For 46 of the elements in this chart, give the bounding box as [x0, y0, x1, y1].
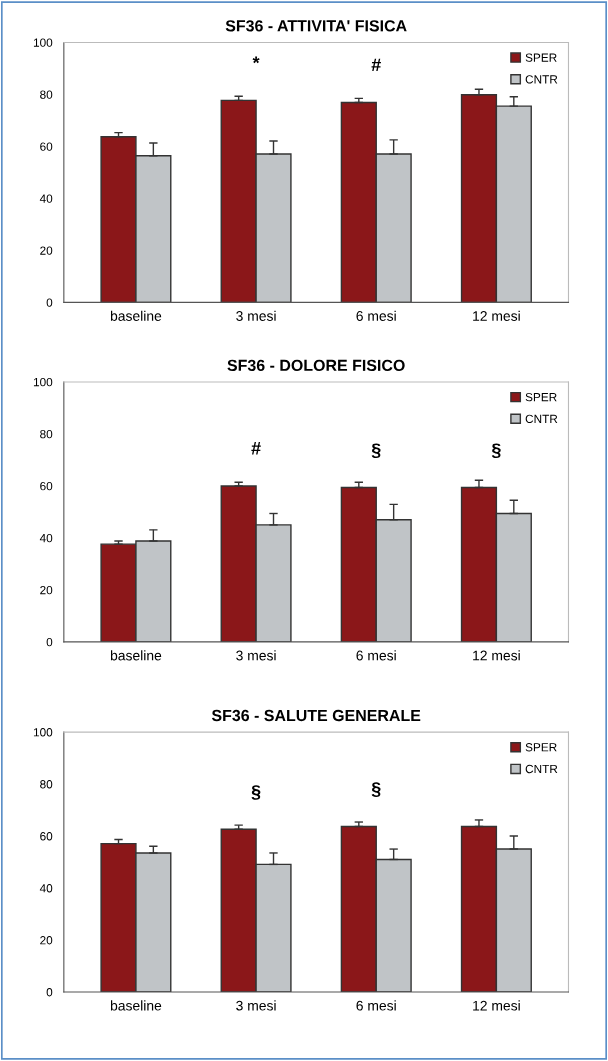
y-tick-label: 0 — [46, 988, 53, 997]
legend-label: CNTR — [525, 764, 558, 774]
x-tick-label: 12 mesi — [473, 650, 520, 661]
x-tick-label: 3 mesi — [236, 650, 276, 661]
annotation: § — [371, 443, 381, 458]
x-tick-label: 6 mesi — [356, 650, 396, 661]
x-tick-label: baseline — [110, 650, 162, 661]
x-tick-label: 12 mesi — [473, 310, 520, 321]
y-tick-label: 0 — [46, 298, 53, 307]
x-tick-label: 6 mesi — [356, 310, 396, 321]
y-tick-label: 40 — [39, 884, 53, 893]
annotation: # — [371, 58, 381, 71]
annotation: * — [252, 56, 260, 64]
y-tick-label: 80 — [40, 429, 53, 439]
y-tick-label: 80 — [40, 780, 53, 789]
y-tick-label: 60 — [40, 481, 53, 491]
annotation: # — [251, 442, 261, 455]
chart-title: SF36 - SALUTE GENERALE — [211, 709, 421, 722]
x-tick-label: baseline — [110, 1000, 162, 1011]
x-tick-label: 3 mesi — [236, 1000, 276, 1011]
y-tick-label: 20 — [40, 246, 53, 255]
x-tick-label: 3 mesi — [236, 310, 276, 321]
chart-title: SF36 - ATTIVITA' FISICA — [225, 20, 407, 32]
annotation: § — [251, 785, 261, 800]
y-tick-label: 20 — [40, 585, 53, 595]
legend-label: CNTR — [525, 414, 558, 424]
y-tick-label: 60 — [40, 142, 53, 151]
y-tick-label: 0 — [46, 637, 53, 647]
legend-label: SPER — [525, 392, 557, 402]
y-tick-label: 100 — [33, 38, 53, 47]
annotation: § — [371, 782, 381, 797]
legend-label: CNTR — [525, 75, 558, 84]
y-tick-label: 60 — [40, 832, 53, 841]
y-tick-label: 100 — [33, 377, 53, 387]
x-tick-label: 6 mesi — [356, 1000, 396, 1011]
annotation: § — [491, 443, 501, 458]
y-tick-label: 20 — [40, 936, 53, 945]
legend-label: SPER — [525, 743, 557, 752]
x-tick-label: baseline — [110, 310, 162, 321]
chart-title: SF36 - DOLORE FISICO — [227, 359, 405, 372]
x-tick-label: 12 mesi — [473, 1000, 520, 1011]
y-tick-label: 80 — [40, 90, 53, 99]
y-tick-label: 40 — [39, 533, 53, 543]
y-tick-label: 40 — [39, 194, 53, 203]
legend-label: SPER — [525, 53, 557, 62]
y-tick-label: 100 — [33, 728, 53, 737]
